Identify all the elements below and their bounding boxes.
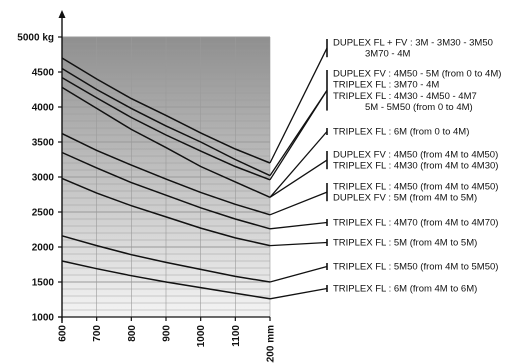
y-tick-label: 3500 [32, 138, 55, 149]
y-tick-label: 5000 kg [17, 33, 54, 44]
series-line-7 [61, 177, 271, 247]
legend-connector [269, 159, 328, 198]
x-tick-label: 800 [127, 325, 138, 342]
y-tick-label: 3000 [32, 173, 55, 184]
series-line-2 [61, 67, 271, 177]
series-line-1 [61, 57, 271, 164]
legend-label: TRIPLEX FL : 6M (from 4M to 6M) [333, 284, 477, 295]
y-tick-label: 1500 [32, 278, 55, 289]
y-tick-label: 1000 [32, 313, 55, 324]
legend-label: TRIPLEX FL : 5M50 (from 4M to 5M50) [333, 262, 498, 273]
legend-connector [269, 265, 328, 283]
legend-connector [269, 241, 328, 247]
y-tick-label: 2000 [32, 243, 55, 254]
series-line-3 [61, 76, 271, 181]
legend-label: TRIPLEX FL : 4M30 (from 4M to 4M30) [333, 161, 498, 172]
series-line-9 [61, 260, 271, 300]
y-axis-arrow [58, 10, 66, 18]
legend-label: DUPLEX FV : 4M50 (from 4M to 4M50) [333, 150, 498, 161]
legend-connector [269, 221, 328, 230]
axes: 1000 1500 2000 2500 3000 3500 4000 4500 5000 kg 6… [17, 10, 277, 363]
y-tick-label: 4500 [32, 68, 55, 79]
legend-connector [269, 287, 328, 300]
legend-connector [269, 47, 328, 164]
legend-label: TRIPLEX FL : 6M (from 0 to 4M) [333, 127, 469, 138]
legend-label: TRIPLEX FL : 4M30 - 4M50 - 4M7 [333, 91, 477, 102]
legend-label: DUPLEX FL + FV : 3M - 3M30 - 3M50 [333, 38, 493, 49]
x-tick-label: 1100 [231, 325, 242, 347]
series [61, 57, 271, 300]
legend-connector [269, 89, 328, 181]
legend-label: DUPLEX FV : 4M50 - 5M (from 0 to 4M) [333, 69, 501, 80]
series-line-8 [61, 235, 271, 283]
series-line-5 [61, 132, 271, 216]
legend-connector [269, 131, 328, 198]
y-tick-label: 4000 [32, 103, 55, 114]
grid [61, 36, 271, 318]
legend-label: 5M - 5M50 (from 0 to 4M) [365, 102, 473, 113]
legend-label: TRIPLEX FL : 4M70 (from 4M to 4M70) [333, 218, 498, 229]
series-line-4 [61, 86, 271, 198]
legend-label: TRIPLEX FL : 4M50 (from 4M to 4M50) [333, 182, 498, 193]
y-tick-label: 2500 [32, 208, 55, 219]
legend-connector [269, 191, 328, 216]
legend-label: TRIPLEX FL : 3M70 - 4M [333, 80, 439, 91]
x-tick-label: 600 [58, 325, 69, 342]
x-tick-label: 900 [162, 325, 173, 342]
x-tick-label: 700 [92, 325, 103, 342]
legend-label: 3M70 - 4M [365, 49, 410, 60]
series-line-6 [61, 151, 271, 230]
x-tick-label: 1200 mm [266, 325, 277, 363]
legend-label: TRIPLEX FL : 5M (from 4M to 5M) [333, 238, 477, 249]
legend-label: DUPLEX FV : 5M (from 4M to 5M) [333, 193, 477, 204]
x-tick-label: 1000 [196, 325, 207, 348]
